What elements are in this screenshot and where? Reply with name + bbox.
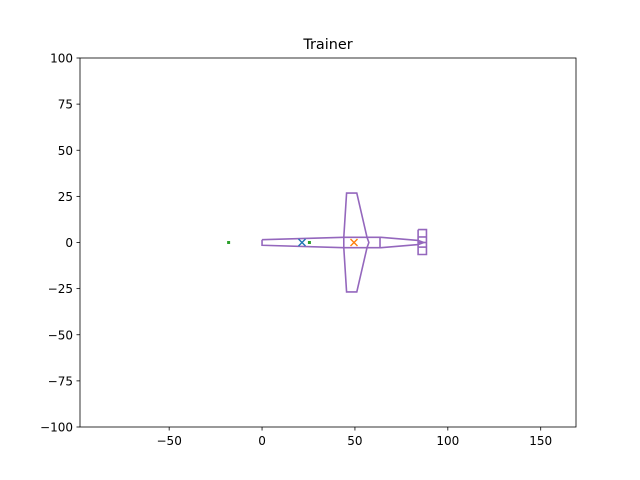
- marker-orange-x: [350, 238, 359, 247]
- x-tick-label: 50: [347, 434, 362, 448]
- y-tick-label: 50: [58, 144, 73, 158]
- outline-wing: [342, 192, 370, 293]
- y-tick-label: −25: [48, 282, 73, 296]
- y-tick-label: −75: [48, 374, 73, 388]
- marker-green-point-left: [227, 241, 231, 244]
- x-axis: −50 0 50 100 150: [157, 427, 552, 448]
- x-tick-label: 100: [436, 434, 459, 448]
- y-tick-label: 0: [65, 236, 73, 250]
- y-tick-label: 100: [50, 52, 73, 66]
- marker-blue-x: [297, 238, 306, 247]
- y-tick-label: 25: [58, 190, 73, 204]
- x-tick-label: 0: [258, 434, 266, 448]
- chart-title: Trainer: [302, 37, 352, 53]
- aircraft-outline: [261, 192, 428, 293]
- outline-fuselage: [261, 236, 427, 249]
- plot-area: −50 0 50 100 150 −100 −75 −50 −25 0 25 50 75 100: [40, 52, 577, 448]
- marker-green-point-right: [307, 241, 311, 244]
- x-tick-label: −50: [157, 434, 182, 448]
- marker-layer: [227, 238, 359, 247]
- y-tick-label: −50: [48, 328, 73, 342]
- outline-horizontal-tail: [417, 228, 428, 256]
- x-tick-label: 150: [529, 434, 552, 448]
- y-tick-label: −100: [40, 421, 73, 435]
- y-axis: −100 −75 −50 −25 0 25 50 75 100: [40, 52, 80, 435]
- y-tick-label: 75: [58, 98, 73, 112]
